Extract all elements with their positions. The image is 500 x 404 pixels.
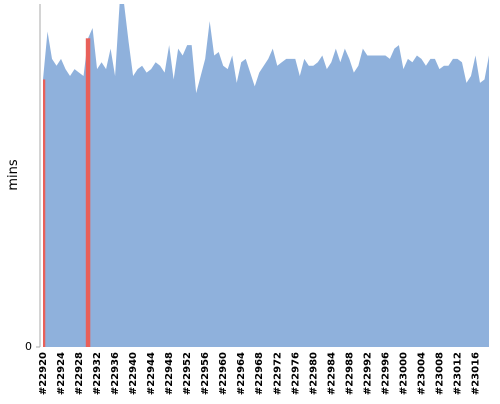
x-tick-label: #22960	[218, 352, 229, 395]
failed-build-bar	[85, 38, 91, 348]
x-tick-label: #22920	[38, 352, 49, 395]
x-tick-label: #22964	[236, 352, 247, 395]
y-axis-label: mins	[6, 159, 21, 191]
x-tick-label: #22984	[326, 352, 337, 395]
x-tick-label: #22928	[74, 352, 85, 395]
x-tick-label: #22932	[92, 352, 103, 395]
x-tick-label: #22940	[128, 352, 139, 395]
x-tick-label: #23008	[434, 352, 445, 395]
x-tick-label: #23016	[470, 352, 481, 395]
x-tick-label: #23004	[416, 352, 427, 395]
x-tick-label: #22924	[56, 352, 67, 395]
x-tick-label: #22944	[146, 352, 157, 395]
x-tick-label: #22972	[272, 352, 283, 395]
x-tick-label: #22976	[290, 352, 301, 395]
x-tick-label: #22996	[380, 352, 391, 395]
x-tick-label: #22968	[254, 352, 265, 395]
x-tick-label: #22956	[200, 352, 211, 395]
y-tick-label: 0	[25, 340, 32, 353]
x-tick-label: #22980	[308, 352, 319, 395]
x-tick-label: #22988	[344, 352, 355, 395]
area	[43, 4, 489, 347]
x-tick-label: #23012	[452, 352, 463, 395]
failed-build-bar	[43, 79, 46, 348]
x-tick-label: #23000	[398, 352, 409, 395]
x-tick-label: #22936	[110, 352, 121, 395]
x-tick-label: #22952	[182, 352, 193, 395]
x-tick-label: #22948	[164, 352, 175, 395]
x-tick-label: #22992	[362, 352, 373, 395]
